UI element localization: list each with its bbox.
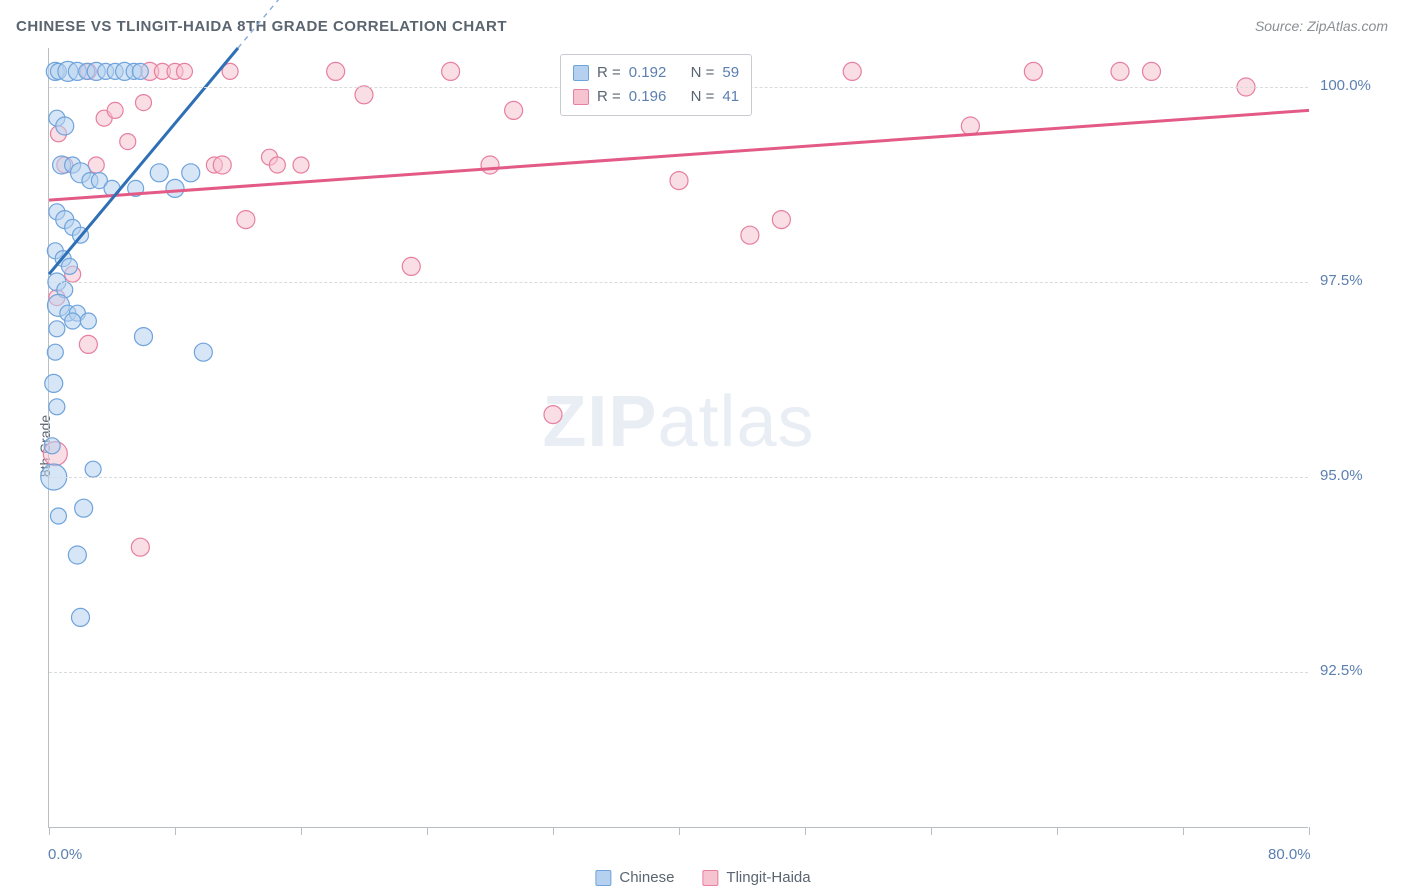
r-label: R = <box>597 61 621 85</box>
data-point <box>75 499 93 517</box>
data-point <box>961 117 979 135</box>
y-tick-label: 95.0% <box>1320 467 1363 484</box>
data-point <box>50 508 66 524</box>
x-tick <box>553 827 554 835</box>
swatch-chinese-icon <box>573 65 589 81</box>
n-value-tlingit: 41 <box>722 85 739 109</box>
data-point <box>136 95 152 111</box>
x-tick <box>1309 827 1310 835</box>
data-point <box>65 313 81 329</box>
data-point <box>72 608 90 626</box>
y-tick-label: 100.0% <box>1320 77 1371 94</box>
data-point <box>1024 62 1042 80</box>
data-point <box>442 62 460 80</box>
chart-source: Source: ZipAtlas.com <box>1255 18 1388 34</box>
data-point <box>45 374 63 392</box>
data-point <box>182 164 200 182</box>
data-point <box>132 63 148 79</box>
gridline-h <box>49 477 1308 478</box>
gridline-h <box>49 672 1308 673</box>
data-point <box>49 321 65 337</box>
x-tick-label: 0.0% <box>48 846 82 863</box>
data-point <box>61 258 77 274</box>
data-point <box>741 226 759 244</box>
data-point <box>327 62 345 80</box>
data-point <box>670 172 688 190</box>
chart-svg <box>49 48 1308 827</box>
y-tick-label: 92.5% <box>1320 662 1363 679</box>
legend-label-tlingit: Tlingit-Haida <box>726 869 810 886</box>
legend-top-row-tlingit: R = 0.196 N = 41 <box>573 85 739 109</box>
data-point <box>49 399 65 415</box>
data-point <box>293 157 309 173</box>
data-point <box>1143 62 1161 80</box>
data-point <box>80 313 96 329</box>
data-point <box>194 343 212 361</box>
data-point <box>544 406 562 424</box>
legend-label-chinese: Chinese <box>619 869 674 886</box>
data-point <box>150 164 168 182</box>
y-tick-label: 97.5% <box>1320 272 1363 289</box>
data-point <box>56 117 74 135</box>
data-point <box>85 461 101 477</box>
source-prefix: Source: <box>1255 18 1307 34</box>
legend-bottom-item-tlingit: Tlingit-Haida <box>702 869 810 886</box>
data-point <box>481 156 499 174</box>
x-tick-label: 80.0% <box>1268 846 1311 863</box>
r-label: R = <box>597 85 621 109</box>
x-tick <box>1057 827 1058 835</box>
x-tick <box>175 827 176 835</box>
data-point <box>237 211 255 229</box>
chart-title: CHINESE VS TLINGIT-HAIDA 8TH GRADE CORRE… <box>16 18 507 35</box>
data-point <box>47 344 63 360</box>
source-name: ZipAtlas.com <box>1307 18 1388 34</box>
swatch-tlingit-icon <box>573 89 589 105</box>
legend-top: R = 0.192 N = 59 R = 0.196 N = 41 <box>560 54 752 116</box>
x-tick <box>427 827 428 835</box>
data-point <box>120 134 136 150</box>
x-tick <box>931 827 932 835</box>
data-point <box>176 63 192 79</box>
x-tick <box>49 827 50 835</box>
n-value-chinese: 59 <box>722 61 739 85</box>
n-label: N = <box>691 85 715 109</box>
data-point <box>79 335 97 353</box>
x-tick <box>805 827 806 835</box>
data-point <box>355 86 373 104</box>
chart-plot-area: ZIPatlas <box>48 48 1308 828</box>
data-point <box>135 328 153 346</box>
n-label: N = <box>691 61 715 85</box>
x-tick <box>301 827 302 835</box>
data-point <box>213 156 231 174</box>
r-value-chinese: 0.192 <box>629 61 667 85</box>
swatch-chinese <box>595 870 611 886</box>
data-point <box>131 538 149 556</box>
legend-bottom-item-chinese: Chinese <box>595 869 674 886</box>
data-point <box>772 211 790 229</box>
x-tick <box>1183 827 1184 835</box>
gridline-h <box>49 282 1308 283</box>
data-point <box>68 546 86 564</box>
data-point <box>843 62 861 80</box>
data-point <box>269 157 285 173</box>
data-point <box>107 102 123 118</box>
data-point <box>44 438 60 454</box>
legend-bottom: Chinese Tlingit-Haida <box>595 869 810 886</box>
data-point <box>166 179 184 197</box>
x-tick <box>679 827 680 835</box>
data-point <box>505 101 523 119</box>
r-value-tlingit: 0.196 <box>629 85 667 109</box>
data-point <box>402 257 420 275</box>
swatch-tlingit <box>702 870 718 886</box>
data-point <box>1111 62 1129 80</box>
legend-top-row-chinese: R = 0.192 N = 59 <box>573 61 739 85</box>
